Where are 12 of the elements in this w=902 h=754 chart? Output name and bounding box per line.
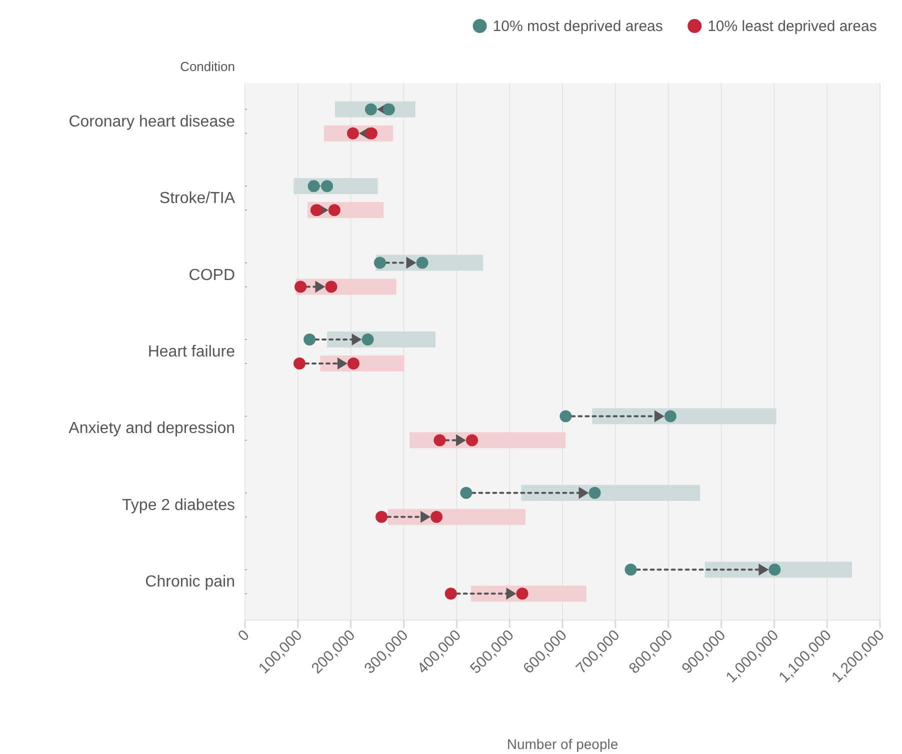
legend-label: 10% most deprived areas: [492, 18, 663, 35]
y-tick-label: Stroke/TIA: [159, 190, 236, 208]
x-tick-label: 0: [234, 626, 253, 645]
y-tick-label: Coronary heart disease: [68, 113, 236, 130]
y-tick-label: Type 2 diabetes: [122, 496, 235, 514]
y-tick-label: COPD: [188, 266, 235, 284]
y-tick-label: Chronic pain: [145, 574, 235, 591]
y-axis-title: Condition: [180, 59, 235, 74]
y-tick-label: Heart failure: [148, 344, 236, 360]
x-axis-title: Number of people: [506, 736, 618, 752]
legend-label: 10% least deprived areas: [708, 18, 877, 35]
y-tick-label: Anxiety and depression: [68, 420, 235, 438]
